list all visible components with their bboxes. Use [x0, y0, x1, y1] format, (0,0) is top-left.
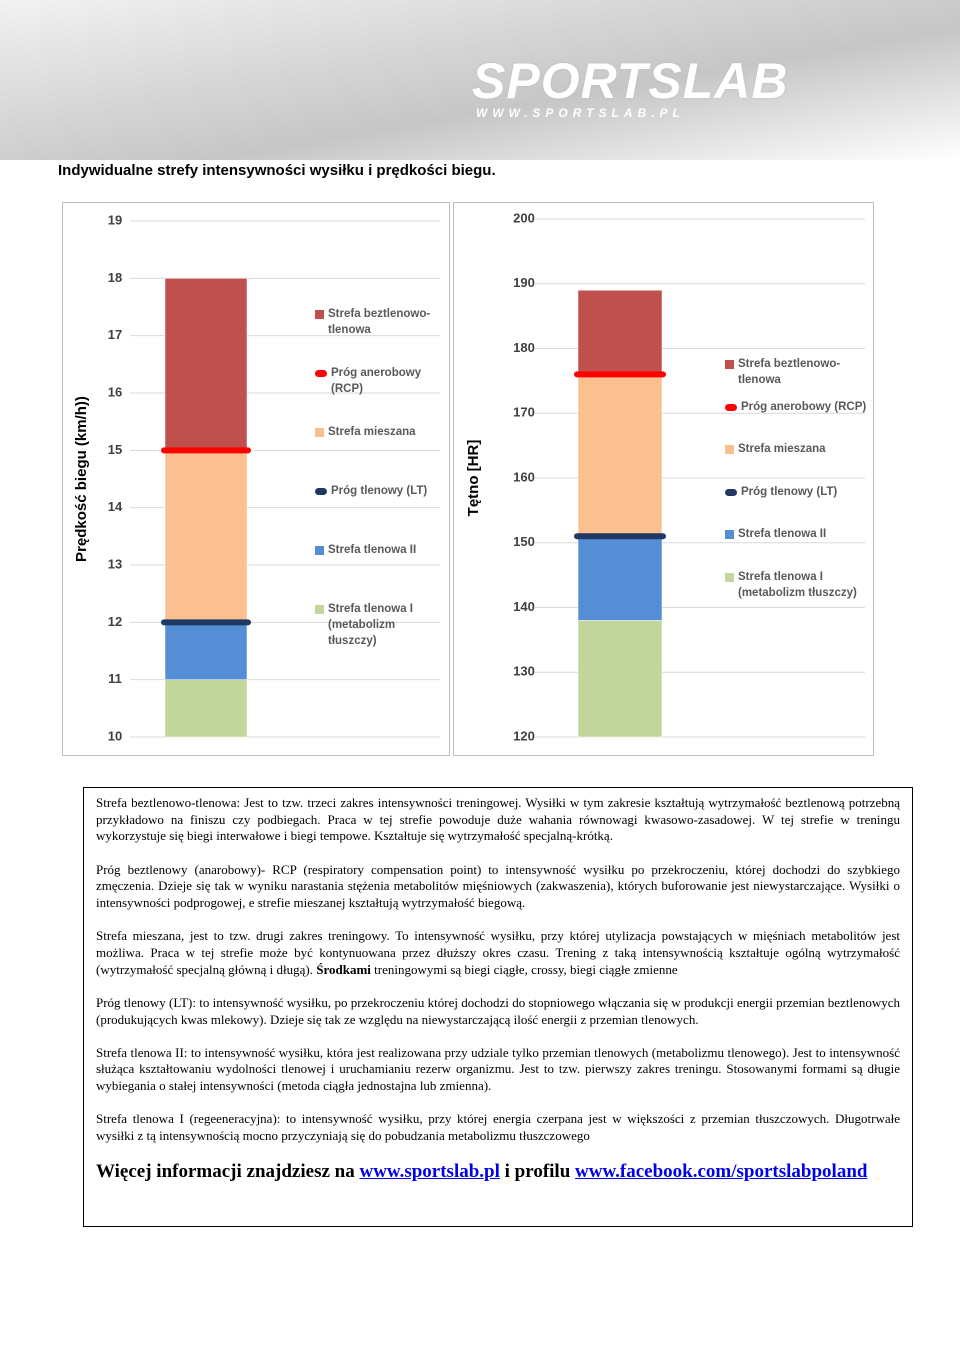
- legend-label: Próg anerobowy (RCP): [331, 367, 422, 395]
- bar-segment: [164, 278, 248, 451]
- legend-swatch: [725, 488, 737, 496]
- text-run: Próg beztlenowy (anarobowy)- RCP (respir…: [96, 861, 900, 911]
- text-run: Środkami: [316, 961, 371, 977]
- legend-entry: Strefa mieszana: [725, 441, 870, 457]
- bar-segment: [577, 536, 663, 621]
- legend-entry: Próg anerobowy (RCP): [315, 365, 440, 397]
- y-tick-label: 150: [513, 534, 535, 549]
- title: Indywidualne strefy intensywności wysiłk…: [58, 162, 496, 179]
- text-run: Strefa tlenowa II: to intensywność wysił…: [96, 1044, 900, 1094]
- legend-entry: Strefa tlenowa II: [315, 542, 440, 558]
- chart-frame: [453, 202, 874, 756]
- chart-frame: [62, 202, 450, 756]
- y-tick-label: 200: [513, 210, 535, 225]
- paragraph: Próg tlenowy (LT): to intensywność wysił…: [96, 995, 900, 1028]
- y-tick-label: 14: [108, 499, 123, 514]
- y-tick-label: 10: [108, 728, 122, 743]
- paragraph: Strefa mieszana, jest to tzw. drugi zakr…: [96, 928, 900, 978]
- legend-label: Próg anerobowy (RCP): [741, 400, 867, 413]
- legend-label: Strefa tlenowa II: [328, 544, 417, 556]
- legend-label: Strefa tlenowa II: [738, 528, 827, 540]
- legend-label: Strefa tlenowa I (metabolizm tłuszczy): [328, 603, 413, 647]
- bar-segment: [577, 289, 663, 375]
- legend-label: Próg tlenowy (LT): [741, 485, 838, 498]
- y-tick-label: 120: [513, 728, 535, 743]
- y-tick-label: 130: [513, 664, 535, 679]
- y-tick-label: 15: [108, 442, 122, 457]
- legend-label: Strefa mieszana: [328, 426, 416, 438]
- legend-swatch: [315, 310, 324, 319]
- paragraphs: Strefa beztlenowo-tlenowa: Jest to tzw. …: [96, 795, 900, 1145]
- bar-segment: [164, 679, 248, 738]
- text-run: Strefa tlenowa I (regeeneracyjna): to in…: [96, 1111, 900, 1144]
- text-run: Strefa beztlenowo-tlenowa: Jest to tzw. …: [96, 795, 900, 844]
- legend-swatch: [725, 360, 734, 369]
- paragraph: Strefa beztlenowo-tlenowa: Jest to tzw. …: [96, 795, 900, 845]
- footer-text: Więcej informacji znajdziesz na: [96, 1161, 360, 1183]
- y-tick-label: 12: [108, 614, 122, 629]
- paragraph: Próg beztlenowy (anarobowy)- RCP (respir…: [96, 862, 900, 912]
- legend-entry: Strefa beztlenowo-tlenowa: [315, 306, 440, 338]
- chart: 120 130 140 150 160 170 180 190 200 Tętno [HR]: [453, 202, 874, 756]
- legend-label: Strefa mieszana: [738, 443, 826, 455]
- legend-swatch: [725, 445, 734, 454]
- y-tick-label: 11: [108, 671, 122, 686]
- chart: 10 11 12 13 14 15 16 17 18 19 Prędkość biegu (km/h…: [62, 202, 450, 756]
- legend-label: Strefa beztlenowo-tlenowa: [738, 358, 841, 386]
- y-axis-title: Prędkość biegu (km/h)): [73, 396, 90, 562]
- bar-segment: [577, 620, 663, 738]
- legend-entry: Próg tlenowy (LT): [315, 483, 440, 499]
- text-box: Strefa beztlenowo-tlenowa: Jest to tzw. …: [83, 787, 913, 1227]
- footer: Więcej informacji znajdziesz na www.spor…: [96, 1161, 900, 1183]
- charts: 10 11 12 13 14 15 16 17 18 19 Prędkość biegu (km/h…: [62, 202, 874, 756]
- footer-text: i profilu: [499, 1161, 576, 1183]
- legend-entry: Próg tlenowy (LT): [725, 484, 870, 500]
- y-tick-label: 17: [108, 327, 122, 342]
- legend-entry: Strefa mieszana: [315, 424, 440, 440]
- y-tick-label: 190: [513, 275, 535, 290]
- header: SPORTSLAB WWW.SPORTSLAB.PL: [0, 0, 960, 160]
- text-run: Strefa mieszana, jest to tzw. drugi zakr…: [96, 928, 900, 977]
- bar-segment: [164, 450, 248, 623]
- legend-label: Strefa tlenowa I (metabolizm tłuszczy): [738, 570, 857, 599]
- link[interactable]: www.facebook.com/sportslabpoland: [575, 1161, 868, 1183]
- legend-entry: Strefa tlenowa I (metabolizm tłuszczy): [315, 601, 440, 649]
- paragraph: Strefa tlenowa I (regeeneracyjna): to in…: [96, 1111, 900, 1144]
- y-tick-label: 170: [513, 405, 535, 420]
- y-axis-title: Tętno [HR]: [465, 440, 482, 517]
- legend-entry: Strefa tlenowa II: [725, 526, 870, 542]
- bar-segment: [164, 622, 248, 680]
- logo-url: WWW.SPORTSLAB.PL: [476, 106, 685, 120]
- legend-swatch: [315, 428, 324, 437]
- y-tick-label: 140: [513, 599, 535, 614]
- y-tick-label: 19: [108, 212, 122, 227]
- text-run: treningowymi są biegi ciągłe, crossy, bi…: [370, 961, 678, 977]
- legend-entry: Strefa tlenowa I (metabolizm tłuszczy): [725, 569, 870, 601]
- legend-swatch: [725, 572, 734, 582]
- legend-swatch: [315, 370, 327, 377]
- y-tick-label: 18: [108, 270, 122, 285]
- legend-label: Próg tlenowy (LT): [331, 485, 428, 497]
- legend-swatch: [315, 546, 324, 555]
- legend-swatch: [725, 403, 737, 411]
- legend-swatch: [725, 530, 734, 539]
- legend-swatch: [315, 488, 327, 495]
- y-tick-label: 160: [513, 469, 535, 484]
- legend-swatch: [315, 605, 324, 614]
- y-tick-label: 180: [513, 340, 535, 355]
- legend-entry: Strefa beztlenowo-tlenowa: [725, 356, 870, 388]
- text-run: Próg tlenowy (LT): to intensywność wysił…: [96, 994, 900, 1027]
- paragraph: Strefa tlenowa II: to intensywność wysił…: [96, 1045, 900, 1095]
- link[interactable]: www.sportslab.pl: [359, 1161, 500, 1183]
- y-tick-label: 13: [108, 556, 122, 571]
- legend-label: Strefa beztlenowo-tlenowa: [328, 308, 431, 336]
- y-tick-label: 16: [108, 384, 122, 399]
- legend-entry: Próg anerobowy (RCP): [725, 399, 870, 415]
- logo: SPORTSLAB: [472, 53, 789, 109]
- bar-segment: [577, 374, 663, 537]
